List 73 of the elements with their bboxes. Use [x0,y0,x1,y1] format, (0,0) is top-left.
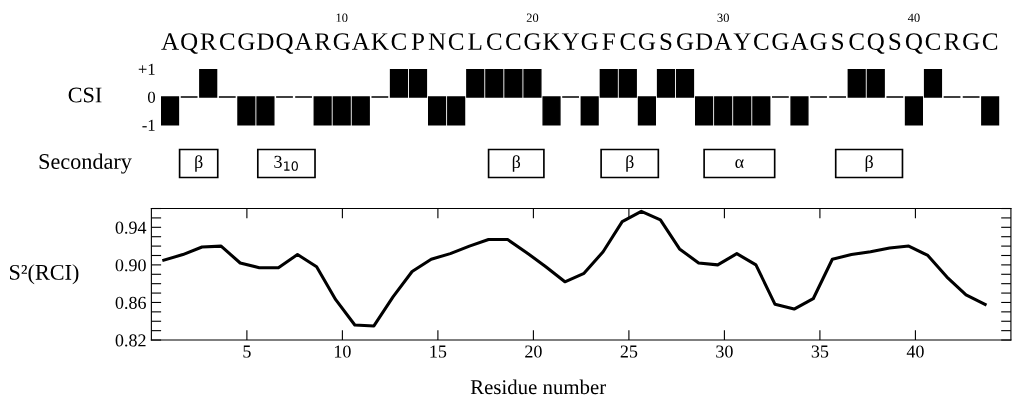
x-tick-label: C [219,33,235,50]
x-tick-label: D [257,33,274,50]
x-tick-label: A [161,33,179,50]
x-tick-label: C [506,33,521,50]
y-tick-label: 0.90 [115,259,146,272]
x-tick-label: P [411,33,424,50]
x-tick-label: R [315,33,331,50]
x-tick-label: A [294,33,313,50]
x-tick-label: G [772,33,789,50]
y-tick-label: 0 [147,91,156,103]
x2-tick-label: 40 [907,13,920,22]
x-tick-label: D [695,33,713,50]
y-tick-label: 0.86 [115,296,146,309]
x-axis-title: Residue number [470,379,606,395]
x-tick-label: G [810,33,827,50]
x-tick-label: K [543,33,561,50]
x2-tick-label: 10 [336,13,348,22]
x-tick-label: 40 [906,345,924,358]
band-label: 3$_{10}$ [274,155,298,171]
x-tick-label: C [925,33,940,50]
x-tick-label: C [391,33,406,50]
x-tick-label: 30 [716,345,733,358]
x-tick-label: Q [905,33,923,54]
y-tick-label: 0.82 [115,334,146,347]
x2-tick-label: 30 [717,13,729,22]
x-tick-label: C [754,33,769,50]
band-label: β [865,155,873,172]
band-label: β [626,155,634,172]
x-tick-label: G [677,33,694,50]
x-tick-label: N [428,33,446,50]
band-label: α [735,159,744,169]
x-tick-label: 15 [430,345,447,358]
x-tick-label: 20 [525,345,542,358]
x-tick-label: Q [867,33,885,54]
x-tick-label: G [524,33,541,50]
x-tick-label: R [944,33,961,50]
x-tick-label: 35 [811,345,829,358]
x-tick-label: C [448,33,464,50]
x-tick-label: A [714,33,733,50]
x-tick-label: G [963,33,980,50]
x-tick-label: K [371,33,389,50]
x-tick-label: G [638,33,656,50]
x-tick-label: R [200,33,217,50]
x-tick-label: 25 [620,345,638,358]
x-tick-label: S [889,33,901,50]
x-tick-label: Q [276,33,294,54]
x-tick-label: C [849,33,864,50]
x-tick-label: C [620,33,635,50]
x-tick-label: G [581,33,598,50]
x2-tick-label: 20 [526,13,539,22]
x-tick-label: A [790,33,809,50]
y-tick-label: -1 [142,119,155,131]
x-tick-label: 5 [243,345,251,358]
x-tick-label: C [982,33,998,50]
y-axis-title: S²(RCI) [10,264,79,285]
text: Secondary [39,153,132,174]
band-label: β [512,155,521,172]
x-tick-label: G [333,33,350,50]
x-tick-label: G [238,33,255,50]
y-tick-label: 0.94 [115,221,147,234]
x-tick-label: L [468,33,482,50]
x-tick-label: A [352,33,370,50]
y-axis-title: CSI [68,87,102,103]
y-tick-label: +1 [138,63,155,75]
x-tick-label: S [832,33,844,50]
x-tick-label: C [487,33,502,50]
band-label: β [195,155,203,172]
x-tick-label: 10 [334,345,351,358]
x-tick-label: Y [733,33,751,50]
x-tick-label: F [602,33,615,50]
x-tick-label: S [660,33,672,50]
x-tick-label: Q [181,33,198,54]
x-tick-label: Y [561,33,579,50]
